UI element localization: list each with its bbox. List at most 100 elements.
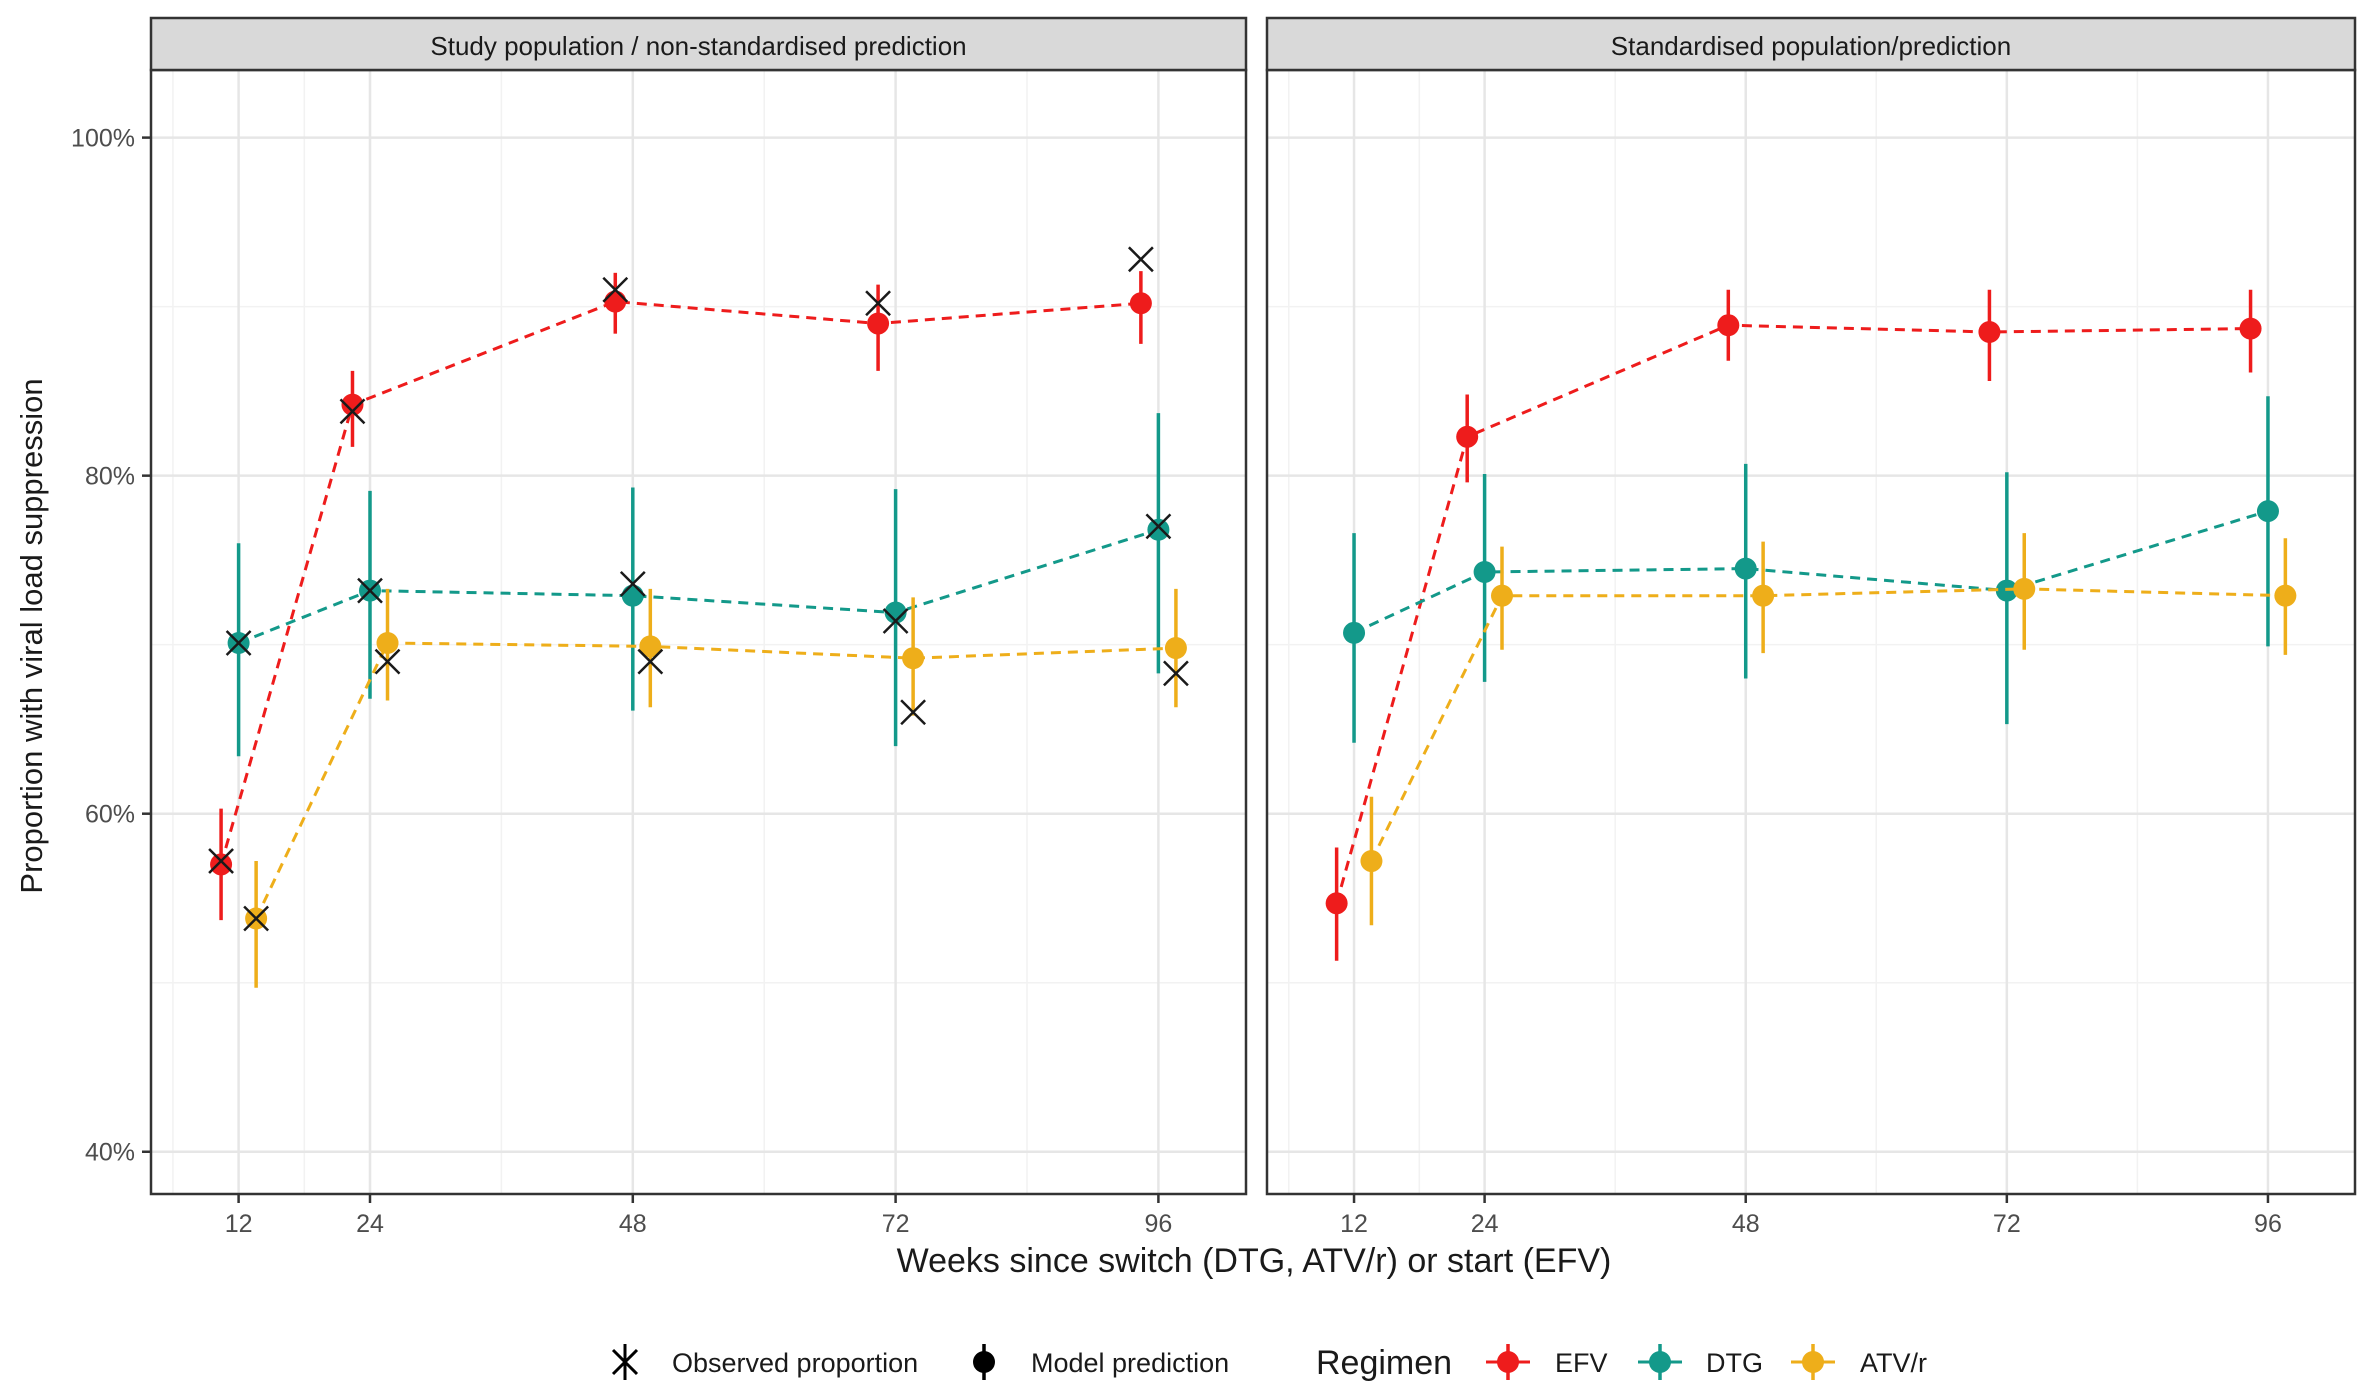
legend-regimen-label: EFV	[1555, 1348, 1608, 1378]
legend-key-atvr	[1791, 1344, 1835, 1380]
observed-marker	[1145, 513, 1172, 540]
observed-marker	[1163, 660, 1189, 687]
x-tick-label: 72	[882, 1210, 910, 1238]
series-atvr	[1360, 533, 2297, 926]
y-tick-label: 100%	[71, 125, 135, 153]
prediction-point	[1717, 314, 1740, 337]
prediction-point	[1343, 621, 1366, 644]
x-axis-label: Weeks since switch (DTG, ATV/r) or start…	[897, 1242, 1612, 1280]
prediction-point	[210, 853, 233, 876]
series-line	[219, 300, 1142, 865]
prediction-point	[2256, 500, 2279, 523]
series-atvr	[243, 588, 1189, 988]
observed-marker	[619, 570, 646, 597]
prediction-point	[2274, 584, 2297, 607]
observed-stroke	[225, 630, 252, 656]
x-tick-label: 96	[1144, 1210, 1172, 1238]
prediction-point	[1129, 292, 1152, 315]
observed-stroke	[374, 648, 401, 675]
prediction-point	[639, 635, 662, 658]
prediction-point	[1147, 518, 1170, 541]
observed-stroke	[619, 570, 646, 597]
observed-stroke	[208, 848, 234, 874]
series-line	[238, 528, 1159, 645]
observed-marker	[357, 577, 383, 604]
prediction-point	[1752, 584, 1775, 607]
observed-marker	[1127, 246, 1154, 273]
observed-stroke	[243, 905, 270, 932]
legend-regimen-label: ATV/r	[1860, 1348, 1927, 1378]
y-axis-label: Proportion with viral load suppression	[14, 378, 49, 893]
prediction-point	[1456, 425, 1479, 448]
legend-observed-label: Observed proportion	[672, 1348, 918, 1378]
legend-key-dot	[973, 1351, 995, 1373]
panel-title: Study population / non-standardised pred…	[430, 31, 966, 61]
observed-marker	[900, 699, 927, 726]
legend-key-dot	[1497, 1351, 1519, 1373]
prediction-point	[1164, 637, 1187, 660]
x-tick-label: 24	[1471, 1210, 1499, 1238]
y-tick-label: 60%	[85, 801, 135, 829]
observed-marker	[865, 290, 891, 317]
observed-stroke	[602, 276, 629, 303]
legend-key-dot	[1802, 1351, 1824, 1373]
legend-key-dtg	[1638, 1344, 1682, 1380]
observed-marker	[208, 848, 234, 874]
prediction-point	[341, 393, 364, 416]
x-tick-label: 24	[356, 1210, 384, 1238]
x-tick-label: 48	[619, 1210, 647, 1238]
prediction-point	[376, 631, 399, 654]
series-dtg	[225, 413, 1172, 757]
observed-marker	[339, 398, 366, 425]
x-tick-label: 12	[1340, 1210, 1368, 1238]
legend-key-prediction	[973, 1344, 995, 1380]
prediction-point	[1325, 892, 1348, 915]
prediction-point	[621, 584, 644, 607]
panel-background	[151, 70, 1246, 1194]
y-tick-label: 40%	[85, 1139, 135, 1167]
legend-key-efv	[1486, 1344, 1530, 1380]
legend-regimen-title: Regimen	[1316, 1344, 1452, 1382]
panel-title: Standardised population/prediction	[1611, 31, 2011, 61]
legend-key-dot	[1649, 1351, 1671, 1373]
prediction-point	[1734, 557, 1757, 580]
prediction-point	[884, 601, 907, 624]
prediction-point	[1978, 320, 2001, 343]
observed-stroke	[865, 290, 891, 317]
observed-marker	[637, 648, 664, 675]
observed-marker	[225, 630, 252, 656]
legend: Observed proportion Model prediction Regim…	[611, 1344, 1927, 1382]
panel-2: Standardised population/prediction 12 24 48…	[1265, 16, 2357, 1238]
x-tick-label: 12	[225, 1210, 253, 1238]
prediction-point	[902, 647, 925, 670]
observed-stroke	[1163, 660, 1189, 687]
x-tick-label: 72	[1993, 1210, 2021, 1238]
observed-stroke	[1145, 513, 1172, 540]
panel-1: Study population / non-standardised pred…	[71, 16, 1248, 1238]
series-efv	[208, 246, 1154, 921]
observed-marker	[882, 608, 909, 634]
x-tick-label: 96	[2254, 1210, 2282, 1238]
legend-regimen-label: DTG	[1706, 1348, 1763, 1378]
observed-stroke	[900, 699, 927, 726]
prediction-point	[2013, 577, 2036, 600]
legend-prediction-label: Model prediction	[1031, 1348, 1229, 1378]
observed-marker	[243, 905, 270, 932]
panel-background	[1267, 70, 2355, 1194]
panel-strip	[1265, 16, 2357, 72]
observed-stroke	[882, 608, 909, 634]
prediction-point	[867, 312, 890, 335]
observed-marker	[602, 276, 629, 303]
prediction-point	[1360, 850, 1383, 873]
observed-stroke	[1127, 246, 1154, 273]
observed-stroke	[357, 577, 383, 604]
prediction-point	[1491, 584, 1514, 607]
observed-stroke	[339, 398, 366, 425]
observed-stroke	[637, 648, 664, 675]
prediction-point	[2239, 317, 2262, 340]
series-efv	[1325, 289, 2262, 961]
series-dtg	[1343, 396, 2279, 743]
y-tick-label: 80%	[85, 463, 135, 491]
